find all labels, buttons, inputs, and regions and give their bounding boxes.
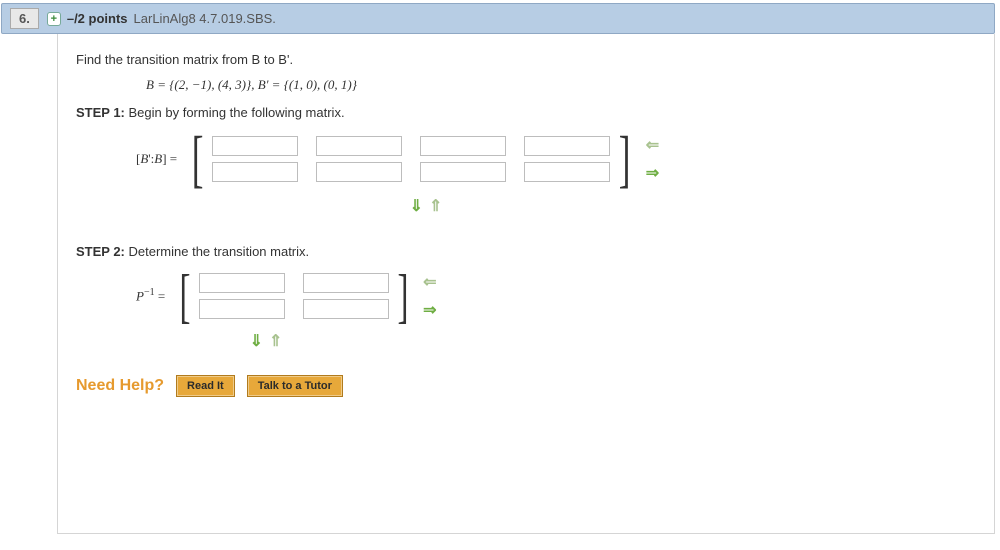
step1-matrix-cells <box>212 136 610 182</box>
talk-to-tutor-button[interactable]: Talk to a Tutor <box>247 375 343 397</box>
step2-side-arrows: ⇐ ⇒ <box>423 272 436 320</box>
matrix1-cell-0-2[interactable] <box>420 136 506 156</box>
step1-text: Begin by forming the following matrix. <box>129 105 345 120</box>
basis-definition: B = {(2, −1), (4, 3)}, B' = {(1, 0), (0,… <box>146 77 976 93</box>
arrow-up-icon[interactable]: ⇑ <box>269 331 282 351</box>
step1-label: STEP 1: Begin by forming the following m… <box>76 105 976 120</box>
need-help-label: Need Help? <box>76 377 164 395</box>
left-bracket-icon: [ <box>192 130 204 188</box>
expand-icon[interactable]: + <box>47 12 61 26</box>
step1-prefix: STEP 1: <box>76 105 125 120</box>
read-it-button[interactable]: Read It <box>176 375 235 397</box>
matrix2-cell-0-0[interactable] <box>199 273 285 293</box>
right-bracket-icon: ] <box>619 130 631 188</box>
matrix1-cell-0-3[interactable] <box>524 136 610 156</box>
step1-bottom-arrows: ⇓ ⇑ <box>336 196 516 216</box>
step2-label: STEP 2: Determine the transition matrix. <box>76 244 976 259</box>
arrow-down-icon[interactable]: ⇓ <box>410 196 423 216</box>
right-bracket-icon: ] <box>398 269 409 323</box>
question-prompt: Find the transition matrix from B to B'. <box>76 52 976 67</box>
points-label: –/2 points <box>67 11 128 26</box>
question-container: 6. + –/2 points LarLinAlg8 4.7.019.SBS. … <box>0 0 1000 550</box>
arrow-right-icon[interactable]: ⇒ <box>646 163 659 183</box>
arrow-left-icon[interactable]: ⇐ <box>646 135 659 155</box>
step2-matrix-cells <box>199 273 389 319</box>
matrix1-cell-1-3[interactable] <box>524 162 610 182</box>
matrix1-cell-0-0[interactable] <box>212 136 298 156</box>
step1-lhs: [B':B] = <box>136 151 177 167</box>
step1-side-arrows: ⇐ ⇒ <box>646 135 659 183</box>
step2-text: Determine the transition matrix. <box>129 244 310 259</box>
matrix1-cell-1-2[interactable] <box>420 162 506 182</box>
step1-matrix-row: [B':B] = [ ] ⇐ ⇒ <box>136 130 976 188</box>
assignment-code: LarLinAlg8 4.7.019.SBS. <box>134 11 276 26</box>
arrow-right-icon[interactable]: ⇒ <box>423 300 436 320</box>
matrix1-cell-1-0[interactable] <box>212 162 298 182</box>
matrix1-cell-1-1[interactable] <box>316 162 402 182</box>
need-help-row: Need Help? Read It Talk to a Tutor <box>76 375 976 397</box>
arrow-down-icon[interactable]: ⇓ <box>250 331 263 351</box>
question-body: Find the transition matrix from B to B'.… <box>57 34 995 534</box>
matrix1-cell-0-1[interactable] <box>316 136 402 156</box>
matrix2-cell-0-1[interactable] <box>303 273 389 293</box>
step2-bottom-arrows: ⇓ ⇑ <box>216 331 316 351</box>
matrix2-cell-1-0[interactable] <box>199 299 285 319</box>
arrow-up-icon[interactable]: ⇑ <box>429 196 442 216</box>
matrix2-cell-1-1[interactable] <box>303 299 389 319</box>
step2-lhs: P−1 = <box>136 287 165 304</box>
left-bracket-icon: [ <box>180 269 191 323</box>
question-header: 6. + –/2 points LarLinAlg8 4.7.019.SBS. <box>1 3 995 34</box>
question-number: 6. <box>10 8 39 29</box>
arrow-left-icon[interactable]: ⇐ <box>423 272 436 292</box>
step2-prefix: STEP 2: <box>76 244 125 259</box>
step2-matrix-row: P−1 = [ ] ⇐ ⇒ <box>136 269 976 323</box>
